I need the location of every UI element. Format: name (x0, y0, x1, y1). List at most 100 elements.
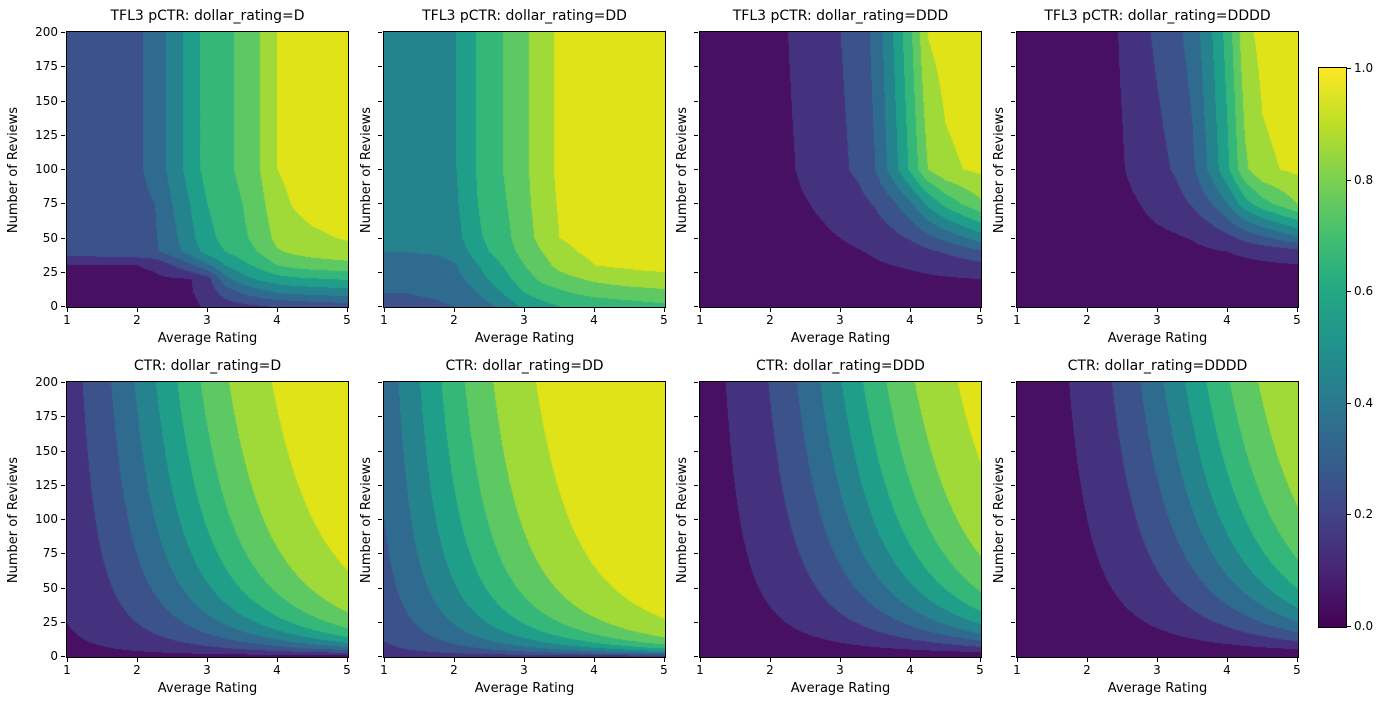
y-tick-mark (1011, 271, 1015, 273)
x-tick-mark (1227, 658, 1228, 662)
y-axis-label: Number of Reviews (992, 106, 1007, 233)
colorbar-tick-mark (1347, 291, 1351, 293)
subplot-axes-0-2 (699, 31, 982, 308)
colorbar-tick-label: 0.0 (1354, 619, 1374, 633)
y-tick-mark (61, 306, 65, 307)
y-tick-mark (378, 100, 382, 102)
y-tick-mark (61, 656, 65, 657)
x-tick-mark (454, 658, 455, 662)
colorbar-tick-label: 0.8 (1354, 172, 1374, 187)
y-tick-mark (694, 32, 698, 33)
x-tick-label: 1 (1013, 663, 1021, 677)
x-tick-mark (1087, 658, 1088, 662)
y-axis-label: Number of Reviews (359, 456, 374, 583)
colorbar-tick-label: 0.4 (1354, 395, 1374, 410)
x-tick-mark (1087, 308, 1088, 312)
y-tick-mark (378, 169, 382, 170)
y-axis-label: Number of Reviews (675, 456, 690, 583)
y-tick-mark (378, 203, 382, 205)
y-tick-mark (61, 237, 65, 239)
y-tick-mark (694, 553, 698, 555)
x-tick-label: 5 (343, 663, 351, 677)
x-tick-label: 4 (273, 313, 281, 327)
x-tick-label: 2 (450, 313, 458, 327)
x-tick-label: 5 (976, 663, 984, 677)
y-tick-mark (1011, 32, 1015, 33)
x-tick-mark (840, 658, 841, 662)
x-tick-label: 2 (1083, 663, 1091, 677)
y-tick-mark (378, 134, 382, 136)
y-tick-mark (378, 484, 382, 486)
x-tick-mark (207, 308, 208, 312)
y-tick-label: 0 (50, 299, 58, 313)
y-tick-label: 175 (35, 59, 58, 74)
x-axis-label: Average Rating (790, 681, 891, 696)
x-tick-mark (454, 308, 455, 312)
x-tick-label: 1 (380, 663, 388, 677)
x-tick-mark (347, 658, 348, 662)
contour-plot-canvas (1017, 32, 1298, 307)
subplot-title: TFL3 pCTR: dollar_rating=D (110, 8, 305, 24)
x-tick-label: 5 (1293, 313, 1301, 327)
y-tick-mark (378, 66, 382, 68)
x-tick-mark (67, 308, 68, 312)
y-tick-mark (1011, 450, 1015, 452)
x-tick-label: 3 (520, 663, 528, 677)
x-tick-mark (840, 308, 841, 312)
x-tick-label: 4 (906, 313, 914, 327)
subplot-axes-0-0 (66, 31, 349, 308)
contour-plot-canvas (67, 32, 348, 307)
x-tick-label: 3 (203, 663, 211, 677)
y-tick-mark (1011, 484, 1015, 486)
x-tick-label: 1 (1013, 313, 1021, 327)
contour-plot-canvas (1017, 382, 1298, 657)
x-tick-mark (980, 658, 981, 662)
x-tick-mark (207, 658, 208, 662)
y-tick-label: 50 (42, 230, 58, 245)
x-tick-mark (67, 658, 68, 662)
y-tick-mark (378, 519, 382, 520)
y-tick-mark (694, 450, 698, 452)
x-tick-mark (384, 308, 385, 312)
y-tick-mark (61, 416, 65, 418)
colorbar-tick-label: 1.0 (1354, 61, 1374, 75)
y-tick-mark (694, 621, 698, 623)
y-tick-mark (694, 100, 698, 102)
x-tick-mark (524, 658, 525, 662)
x-tick-label: 4 (1223, 663, 1231, 677)
x-tick-mark (137, 308, 138, 312)
y-axis-label: Number of Reviews (675, 106, 690, 233)
y-tick-label: 150 (35, 443, 58, 458)
x-tick-mark (277, 308, 278, 312)
x-tick-mark (700, 308, 701, 312)
x-tick-label: 3 (203, 313, 211, 327)
x-tick-label: 2 (1083, 313, 1091, 327)
y-axis-label: Number of Reviews (359, 106, 374, 233)
y-tick-mark (378, 271, 382, 273)
x-tick-mark (1017, 658, 1018, 662)
x-tick-mark (594, 658, 595, 662)
y-tick-label: 50 (42, 580, 58, 595)
y-tick-label: 200 (35, 25, 58, 39)
y-tick-mark (694, 519, 698, 520)
y-tick-mark (61, 450, 65, 452)
colorbar-tick-label: 0.6 (1354, 284, 1374, 299)
x-tick-label: 5 (660, 663, 668, 677)
colorbar-tick-mark (1347, 626, 1351, 627)
x-tick-label: 5 (660, 313, 668, 327)
x-tick-mark (524, 308, 525, 312)
y-tick-mark (61, 587, 65, 589)
y-tick-label: 100 (35, 512, 58, 526)
x-tick-mark (277, 658, 278, 662)
y-tick-mark (694, 169, 698, 170)
y-tick-mark (378, 416, 382, 418)
x-tick-label: 2 (766, 313, 774, 327)
colorbar (1318, 67, 1347, 628)
y-tick-mark (694, 382, 698, 383)
y-tick-mark (61, 134, 65, 136)
x-tick-label: 4 (906, 663, 914, 677)
x-axis-label: Average Rating (157, 681, 258, 696)
y-tick-label: 75 (42, 546, 58, 561)
subplot-title: CTR: dollar_rating=D (133, 358, 282, 374)
y-axis-label: Number of Reviews (6, 106, 21, 233)
